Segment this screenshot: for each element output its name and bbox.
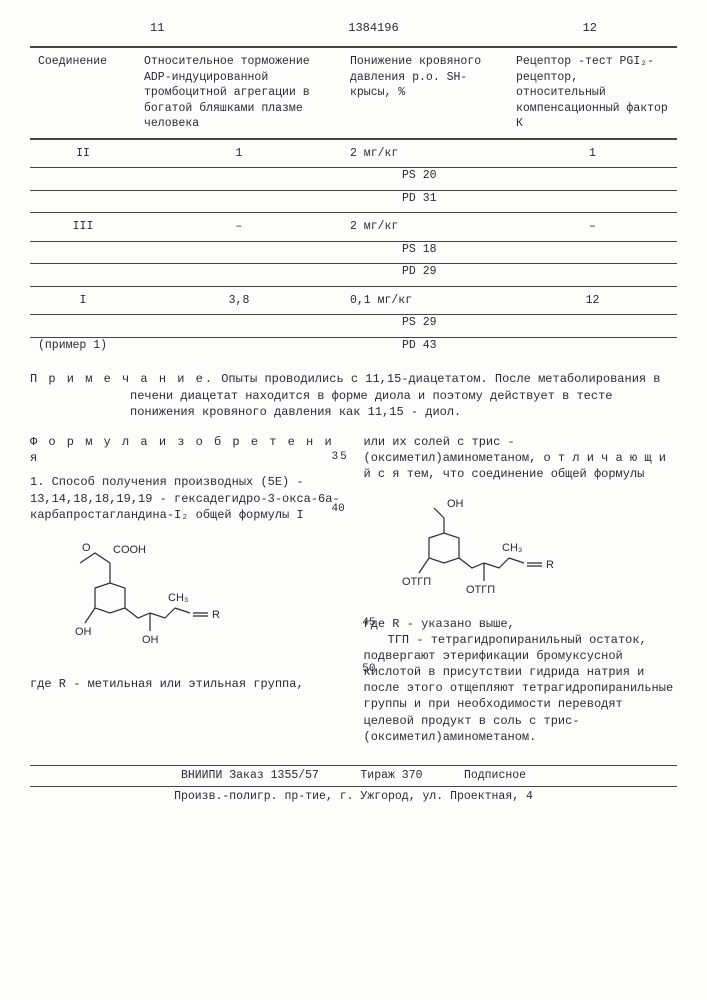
chemical-structure-1: O COOH CH₃ R OH OH [50,533,344,666]
data-table: Соединение Относительное торможение ADP-… [30,46,677,359]
svg-text:CH₃: CH₃ [502,542,522,554]
paragraph: 1. Способ получения производных (5E) - 1… [30,475,340,521]
paragraph: или их солей с трис -(оксиметил)аминомет… [364,434,678,483]
table-row: III – 2 мг/кг – [30,213,677,242]
table-row: I 3,8 0,1 мг/кг 12 [30,286,677,315]
footer-line1: ВНИИПИ Заказ 1355/57 Тираж 370 Подписное [30,765,677,787]
paragraph: где R - метильная или этильная группа, [30,676,344,692]
two-column-body: Ф о р м у л а и з о б р е т е н и я 35 1… [30,434,677,745]
table-row: II 1 2 мг/кг 1 [30,139,677,168]
footer-line2: Произв.-полигр. пр-тие, г. Ужгород, ул. … [30,787,677,805]
line-number: 40 [332,502,345,517]
line-number: 35 [332,450,349,465]
formula-heading: Ф о р м у л а и з о б р е т е н и я [30,435,334,465]
svg-text:OH: OH [142,634,159,646]
svg-text:O: O [82,542,91,554]
svg-text:COOH: COOH [113,544,146,556]
svg-text:OH: OH [447,498,464,510]
note-label: П р и м е ч а н и е. [30,372,214,386]
svg-text:R: R [212,609,220,621]
page-num-left: 11 [150,20,164,36]
col-header: Рецептор -тест PGI₂- рецептор, относител… [508,47,677,139]
note: П р и м е ч а н и е. Опыты проводились с… [30,371,677,420]
chemical-structure-2: OH CH₃ R ОТГП ОТГП [384,493,678,606]
paragraph: где R - указано выше, [364,617,515,631]
svg-text:ОТГП: ОТГП [466,584,495,596]
right-column: или их солей с трис -(оксиметил)аминомет… [364,434,678,745]
paragraph: ТГП - тетрагидропиранильный остаток, [364,632,678,648]
doc-number: 1384196 [348,20,398,36]
left-column: Ф о р м у л а и з о б р е т е н и я 35 1… [30,434,344,745]
svg-text:ОТГП: ОТГП [402,576,431,588]
svg-text:OH: OH [75,626,92,638]
col-header: Понижение кровяного давления p.o. SH-кры… [342,47,508,139]
page-num-right: 12 [583,20,597,36]
col-header: Соединение [30,47,136,139]
line-number: 45 [362,616,375,631]
page-header: 11 1384196 12 [150,20,597,36]
line-number: 50 [362,662,375,677]
col-header: Относительное торможение ADP-индуцирован… [136,47,342,139]
paragraph: подвергают этерификации бромуксусной кис… [364,649,674,744]
svg-text:CH₃: CH₃ [168,592,188,604]
svg-text:R: R [546,559,554,571]
